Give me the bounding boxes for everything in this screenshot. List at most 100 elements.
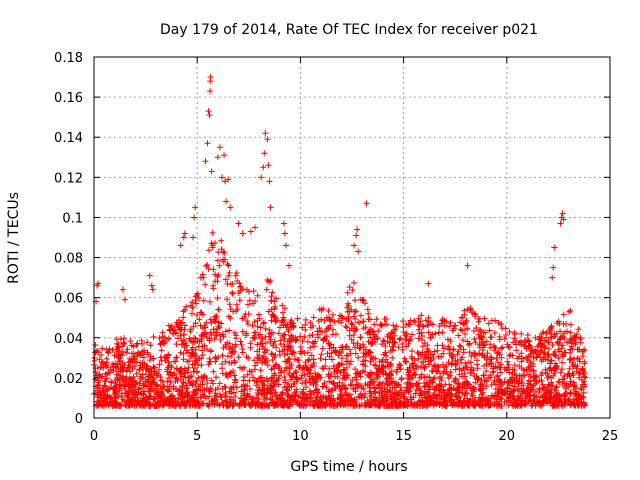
- data-point: [433, 401, 440, 408]
- data-point: [502, 332, 509, 339]
- data-point: [280, 332, 287, 339]
- data-point: [246, 297, 253, 304]
- y-tick-label: 0.06: [54, 292, 83, 307]
- data-point: [364, 401, 371, 408]
- data-point: [572, 335, 579, 342]
- data-point: [378, 367, 385, 374]
- data-point: [134, 394, 141, 401]
- data-point: [460, 337, 467, 344]
- data-point: [102, 377, 109, 384]
- data-point: [321, 317, 328, 324]
- data-point: [431, 348, 438, 355]
- data-point: [365, 328, 372, 335]
- data-point: [579, 353, 586, 360]
- data-point: [532, 380, 539, 387]
- data-point: [485, 361, 492, 368]
- data-point: [231, 372, 238, 379]
- data-point: [269, 351, 276, 358]
- data-point: [501, 399, 508, 406]
- data-point-outlier: [550, 264, 557, 271]
- data-point: [567, 378, 574, 385]
- data-point: [309, 332, 316, 339]
- data-point: [506, 328, 513, 335]
- data-point: [189, 394, 196, 401]
- data-point: [573, 368, 580, 375]
- data-point: [544, 351, 551, 358]
- data-point: [259, 374, 266, 381]
- data-point: [112, 360, 119, 367]
- data-point: [204, 379, 211, 386]
- data-point: [306, 367, 313, 374]
- data-point: [191, 365, 198, 372]
- data-point: [312, 397, 319, 404]
- data-point: [220, 344, 227, 351]
- data-point: [158, 340, 165, 347]
- data-point: [129, 350, 136, 357]
- data-point: [161, 353, 168, 360]
- data-point: [415, 335, 422, 342]
- data-point: [191, 389, 198, 396]
- data-point: [353, 370, 360, 377]
- data-point-outlier: [281, 230, 288, 237]
- data-point: [186, 396, 193, 403]
- data-point: [492, 317, 499, 324]
- data-point: [104, 359, 111, 366]
- data-point: [242, 402, 249, 409]
- data-point: [352, 366, 359, 373]
- data-point: [346, 361, 353, 368]
- data-point: [416, 374, 423, 381]
- data-point: [524, 337, 531, 344]
- data-point: [300, 386, 307, 393]
- data-point: [550, 372, 557, 379]
- data-point: [520, 382, 527, 389]
- data-point: [279, 347, 286, 354]
- data-point: [262, 325, 269, 332]
- data-point: [271, 363, 278, 370]
- data-point: [287, 332, 294, 339]
- data-point: [343, 385, 350, 392]
- data-point: [349, 321, 356, 328]
- data-point: [550, 350, 557, 357]
- data-point: [344, 304, 351, 311]
- data-point: [208, 319, 215, 326]
- data-point: [476, 344, 483, 351]
- data-point: [219, 401, 226, 408]
- data-point: [301, 391, 308, 398]
- data-point: [313, 389, 320, 396]
- data-point: [346, 346, 353, 353]
- data-point: [399, 340, 406, 347]
- data-point: [581, 358, 588, 365]
- data-point: [297, 333, 304, 340]
- data-point: [429, 331, 436, 338]
- data-point: [507, 382, 514, 389]
- data-point: [566, 397, 573, 404]
- data-point: [477, 328, 484, 335]
- y-axis-label: ROTI / TECUs: [6, 192, 22, 284]
- data-point: [268, 293, 275, 300]
- data-point: [497, 379, 504, 386]
- data-point: [109, 361, 116, 368]
- data-point: [199, 387, 206, 394]
- data-point: [567, 349, 574, 356]
- data-point: [329, 311, 336, 318]
- data-point: [412, 319, 419, 326]
- data-point: [199, 381, 206, 388]
- data-point: [428, 368, 435, 375]
- data-point: [237, 338, 244, 345]
- data-point: [482, 329, 489, 336]
- data-point: [302, 326, 309, 333]
- data-point: [317, 355, 324, 362]
- data-point: [557, 334, 564, 341]
- data-point: [297, 348, 304, 355]
- data-point: [427, 335, 434, 342]
- data-point: [400, 328, 407, 335]
- data-point: [248, 399, 255, 406]
- data-point: [324, 350, 331, 357]
- data-point-outlier: [177, 242, 184, 249]
- data-point: [349, 287, 356, 294]
- data-point: [396, 336, 403, 343]
- data-point: [217, 394, 224, 401]
- data-point: [555, 378, 562, 385]
- data-point: [159, 394, 166, 401]
- data-point-outlier: [190, 234, 197, 241]
